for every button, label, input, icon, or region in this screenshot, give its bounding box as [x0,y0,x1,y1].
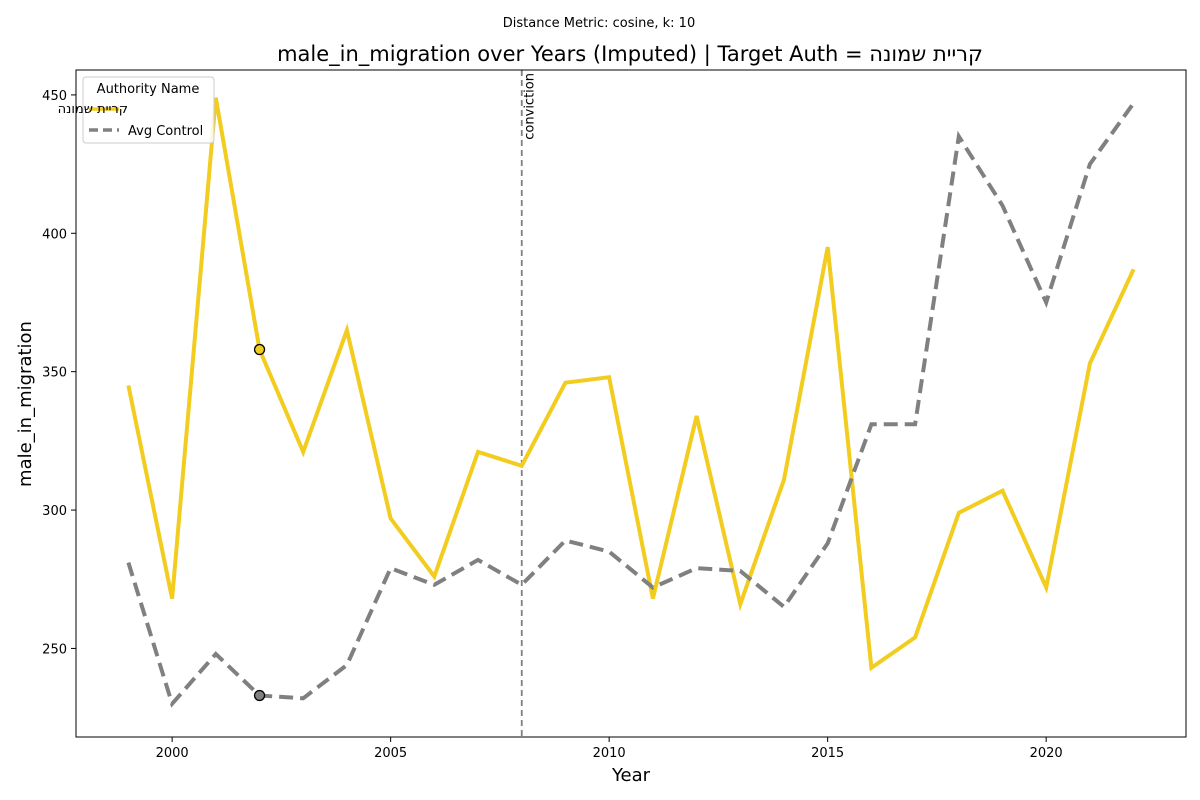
x-tick-label: 2020 [1030,746,1063,761]
series-line-target [126,97,1136,672]
axes: 2000 2005 2010 2015 2020 250 300 350 400 450 [42,69,1187,761]
y-tick-label: 450 [42,89,67,104]
chart-subtitle: Distance Metric: cosine, k: 10 [503,16,695,31]
legend-entry-avg-control: Avg Control [128,124,203,139]
chart-title: male_in_migration over Years (Imputed) |… [277,42,983,67]
data-marker-0 [253,343,266,356]
y-tick-label: 300 [42,504,67,519]
legend-title: Authority Name [97,82,200,97]
legend: Authority Name קריית שמונה Avg Control [58,76,215,144]
data-marker-1 [253,689,266,702]
x-tick-label: 2005 [374,746,407,761]
y-axis-label: male_in_migration [15,321,36,487]
legend-box [82,76,215,144]
vline-label: conviction [523,73,538,140]
x-tick-label: 2010 [593,746,626,761]
x-axis-label: Year [611,765,651,786]
y-tick-label: 400 [42,227,67,242]
x-tick-label: 2015 [811,746,844,761]
y-tick-label: 250 [42,642,67,657]
y-tick-label: 350 [42,366,67,381]
x-tick-label: 2000 [156,746,189,761]
legend-entry-target: קריית שמונה [58,102,128,117]
plot-frame [75,69,1187,738]
series-line-avg-control [126,102,1136,708]
plot-area: conviction [126,70,1136,737]
